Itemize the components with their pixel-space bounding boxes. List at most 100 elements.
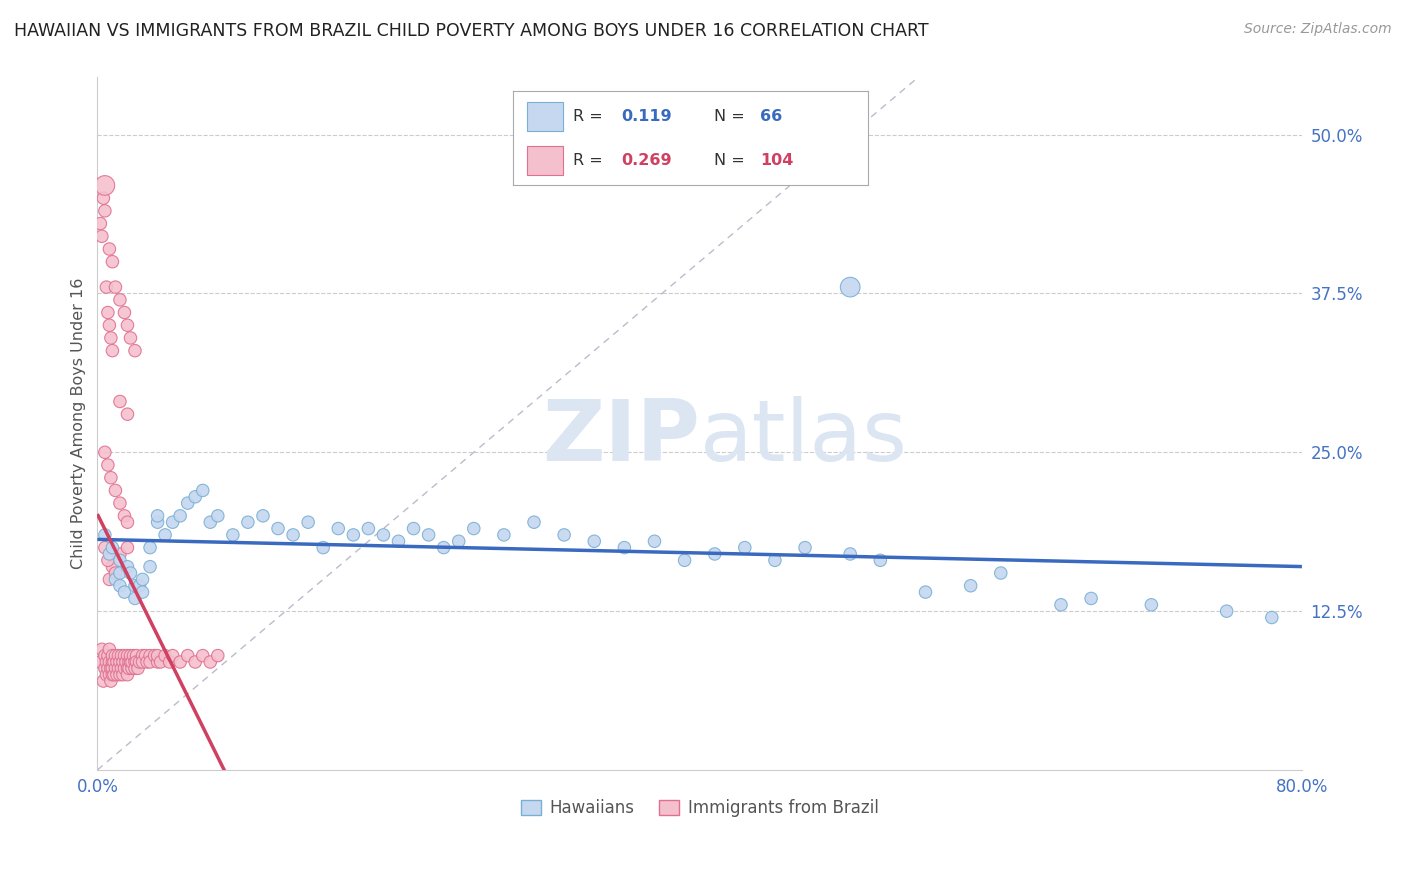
- Point: [93, 191, 115, 205]
- Point: [297, 515, 319, 529]
- Point: [117, 515, 139, 529]
- Point: [100, 674, 122, 689]
- Point: [103, 667, 125, 681]
- Point: [673, 553, 696, 567]
- Point: [267, 522, 290, 536]
- Point: [139, 541, 162, 555]
- Point: [128, 655, 150, 669]
- Point: [200, 655, 222, 669]
- Point: [959, 579, 981, 593]
- Point: [117, 661, 139, 675]
- Point: [104, 566, 127, 580]
- Point: [98, 667, 121, 681]
- Point: [207, 648, 229, 663]
- Point: [94, 528, 117, 542]
- Point: [162, 515, 184, 529]
- Point: [418, 528, 440, 542]
- Point: [125, 655, 148, 669]
- Point: [136, 655, 159, 669]
- Y-axis label: Child Poverty Among Boys Under 16: Child Poverty Among Boys Under 16: [72, 278, 86, 569]
- Point: [124, 579, 146, 593]
- Point: [107, 648, 129, 663]
- Point: [90, 642, 112, 657]
- Point: [523, 515, 546, 529]
- Point: [108, 547, 131, 561]
- Point: [101, 254, 124, 268]
- Point: [96, 280, 118, 294]
- Point: [839, 547, 862, 561]
- Point: [104, 483, 127, 498]
- Text: Source: ZipAtlas.com: Source: ZipAtlas.com: [1244, 22, 1392, 37]
- Point: [703, 547, 725, 561]
- Point: [613, 541, 636, 555]
- Point: [117, 541, 139, 555]
- Point: [94, 541, 117, 555]
- Point: [162, 648, 184, 663]
- Legend: Hawaiians, Immigrants from Brazil: Hawaiians, Immigrants from Brazil: [515, 793, 884, 824]
- Point: [90, 229, 112, 244]
- Point: [101, 655, 124, 669]
- Point: [176, 648, 198, 663]
- Point: [373, 528, 395, 542]
- Point: [990, 566, 1012, 580]
- Point: [124, 591, 146, 606]
- Point: [131, 655, 153, 669]
- Point: [96, 655, 118, 669]
- Point: [139, 559, 162, 574]
- Point: [101, 541, 124, 555]
- Text: HAWAIIAN VS IMMIGRANTS FROM BRAZIL CHILD POVERTY AMONG BOYS UNDER 16 CORRELATION: HAWAIIAN VS IMMIGRANTS FROM BRAZIL CHILD…: [14, 22, 929, 40]
- Point: [122, 648, 145, 663]
- Point: [312, 541, 335, 555]
- Point: [101, 343, 124, 358]
- Point: [98, 547, 121, 561]
- Point: [146, 648, 169, 663]
- Point: [121, 655, 143, 669]
- Point: [342, 528, 364, 542]
- Point: [583, 534, 606, 549]
- Point: [114, 585, 136, 599]
- Point: [1215, 604, 1237, 618]
- Point: [357, 522, 380, 536]
- Point: [149, 655, 172, 669]
- Point: [153, 528, 176, 542]
- Point: [125, 648, 148, 663]
- Point: [97, 553, 120, 567]
- Point: [1080, 591, 1102, 606]
- Point: [1261, 610, 1284, 624]
- Point: [100, 331, 122, 345]
- Point: [114, 508, 136, 523]
- Point: [98, 242, 121, 256]
- Point: [153, 648, 176, 663]
- Point: [108, 496, 131, 510]
- Point: [159, 655, 181, 669]
- Point: [143, 648, 166, 663]
- Point: [146, 515, 169, 529]
- Point: [839, 280, 862, 294]
- Point: [100, 661, 122, 675]
- Point: [914, 585, 936, 599]
- Point: [402, 522, 425, 536]
- Point: [89, 217, 111, 231]
- Point: [128, 579, 150, 593]
- Point: [433, 541, 456, 555]
- Point: [101, 661, 124, 675]
- Point: [98, 573, 121, 587]
- Point: [191, 483, 214, 498]
- Point: [794, 541, 817, 555]
- Point: [117, 407, 139, 421]
- Point: [101, 559, 124, 574]
- Point: [869, 553, 891, 567]
- Point: [1140, 598, 1163, 612]
- Point: [492, 528, 515, 542]
- Point: [100, 471, 122, 485]
- Point: [120, 566, 142, 580]
- Point: [108, 293, 131, 307]
- Point: [97, 305, 120, 319]
- Point: [114, 305, 136, 319]
- Point: [118, 661, 141, 675]
- Point: [98, 655, 121, 669]
- Point: [108, 655, 131, 669]
- Point: [107, 661, 129, 675]
- Point: [236, 515, 259, 529]
- Point: [108, 667, 131, 681]
